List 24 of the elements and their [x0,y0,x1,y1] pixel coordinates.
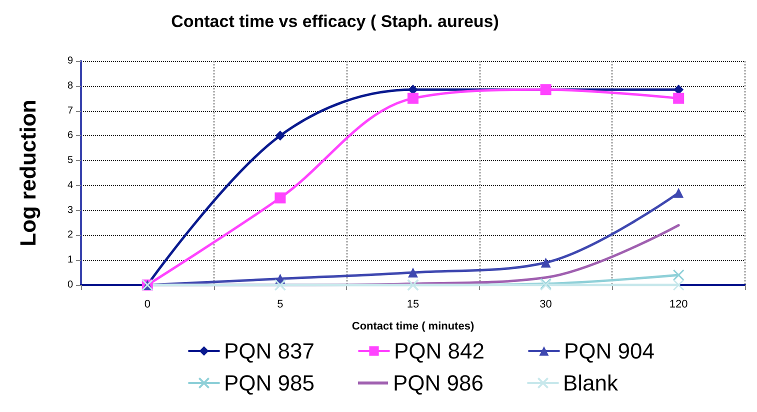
y-tick-label: 7 [67,105,74,116]
chart-title: Contact time vs efficacy ( Staph. aureus) [171,12,499,31]
y-tick-label: 8 [67,80,74,92]
y-tick-label: 5 [67,155,74,166]
legend-label: PQN 986 [393,370,484,396]
x-tick-label: 0 [144,298,150,310]
y-tick-label: 0 [67,280,74,290]
legend-label: PQN 842 [394,338,484,364]
x-tick-label: 120 [669,298,688,310]
legend-label: Blank [563,370,620,396]
legend-label: PQN 904 [564,338,654,364]
y-tick-label: 2 [67,230,74,241]
x-axis-title: Contact time ( minutes) [352,320,474,332]
legend-label: PQN 837 [224,338,314,364]
y-tick-label: 6 [67,130,74,142]
y-tick-label: 4 [67,180,74,191]
y-tick-label: 9 [67,56,74,66]
y-tick-label: 3 [67,204,74,216]
x-tick-label: 15 [406,298,420,310]
x-tick-label: 30 [540,298,552,310]
y-axis-title: Log reduction [16,100,40,246]
x-tick-label: 5 [277,298,284,310]
legend-label: PQN 985 [224,370,314,396]
y-tick-label: 1 [67,254,74,266]
